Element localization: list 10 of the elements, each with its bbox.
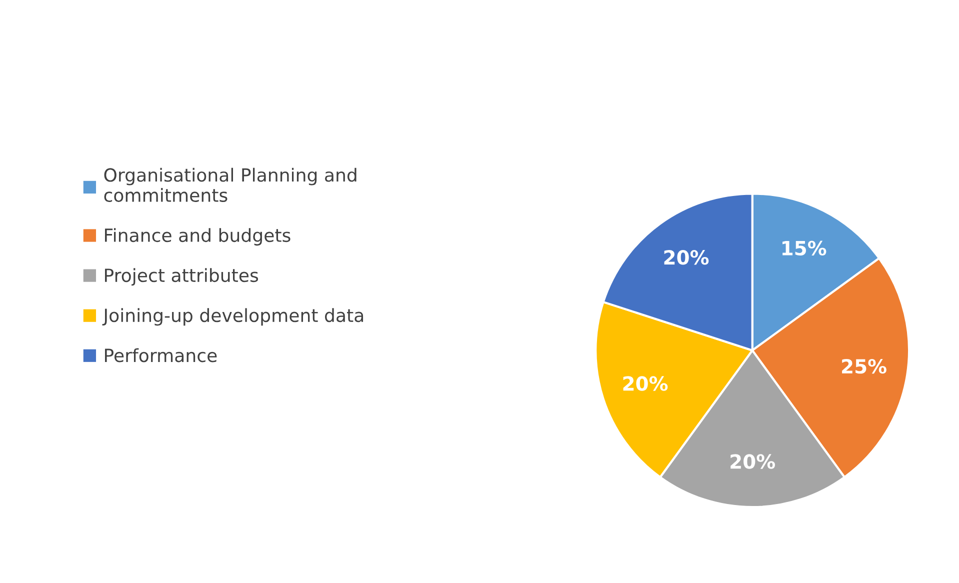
- legend-label: Joining-up development data: [102, 308, 364, 326]
- legend-label: Project attributes: [105, 268, 258, 286]
- legend-label: Finance and budgets: [105, 228, 290, 246]
- data-label: 20%: [623, 376, 668, 391]
- legend-label: Organisational Planning and commitments: [104, 168, 356, 202]
- data-label: 20%: [730, 454, 775, 469]
- data-label: 25%: [842, 358, 886, 374]
- data-label: 20%: [664, 250, 709, 265]
- data-label: 15%: [782, 240, 826, 256]
- legend-label: Performance: [105, 348, 217, 362]
